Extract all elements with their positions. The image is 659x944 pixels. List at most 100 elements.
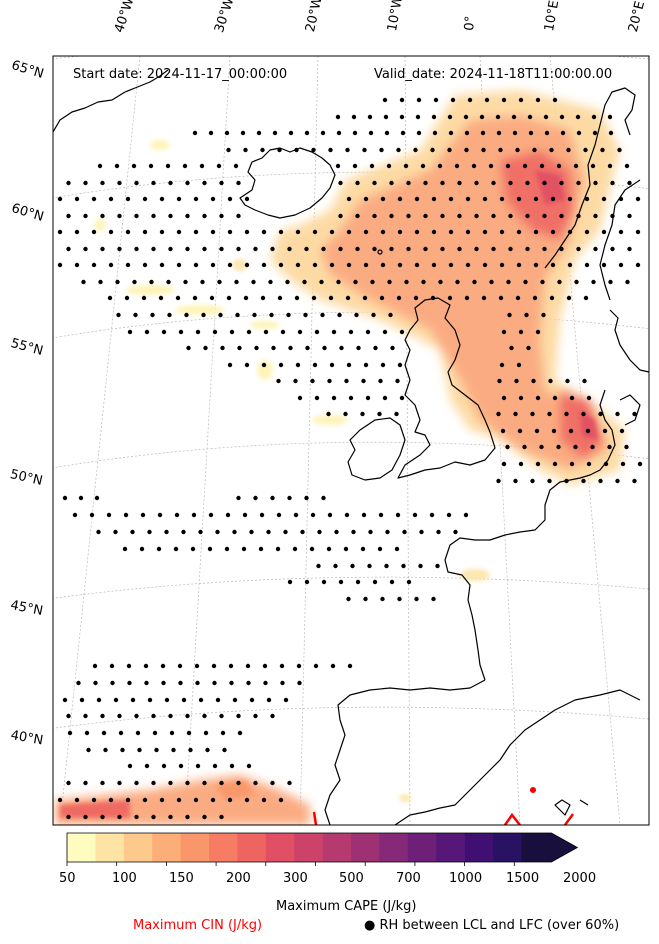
rh-dot bbox=[160, 663, 166, 669]
rh-dot bbox=[542, 246, 547, 252]
rh-dot bbox=[556, 444, 561, 450]
rh-dot bbox=[525, 246, 530, 252]
rh-dot bbox=[123, 512, 129, 518]
rh-dot bbox=[463, 114, 469, 120]
rh-dot bbox=[559, 246, 564, 252]
rh-dot bbox=[423, 246, 428, 252]
rh-dot bbox=[480, 130, 486, 136]
rh-dot bbox=[321, 495, 326, 501]
rh-dot bbox=[632, 478, 637, 484]
rh-dot bbox=[334, 529, 339, 535]
rh-dot bbox=[304, 246, 309, 252]
rh-dot bbox=[117, 213, 122, 219]
rh-dot bbox=[363, 596, 368, 602]
rh-dot bbox=[227, 362, 233, 368]
rh-dot bbox=[151, 180, 156, 186]
rh-dot bbox=[159, 196, 165, 202]
rh-dot bbox=[66, 713, 71, 719]
rh-dot bbox=[397, 229, 403, 235]
rh-dot bbox=[66, 246, 71, 252]
rh-dot bbox=[253, 246, 258, 252]
rh-dot bbox=[627, 213, 632, 219]
rh-dot bbox=[602, 428, 608, 434]
rh-dot bbox=[355, 213, 360, 219]
rh-dot bbox=[406, 180, 411, 186]
rh-dot bbox=[400, 130, 406, 136]
rh-dot bbox=[575, 114, 581, 120]
rh-dot bbox=[134, 780, 139, 786]
rh-dot bbox=[108, 797, 114, 803]
rh-dot bbox=[414, 596, 419, 602]
rh-dot bbox=[193, 229, 199, 235]
rh-dot bbox=[270, 246, 275, 252]
rh-dot bbox=[66, 814, 71, 820]
rh-dot bbox=[107, 295, 113, 301]
rh-dot bbox=[157, 512, 163, 518]
rh-dot bbox=[304, 495, 309, 501]
rh-dot bbox=[329, 362, 335, 368]
rh-dot bbox=[57, 196, 63, 202]
rh-dot bbox=[559, 114, 565, 120]
rh-dot bbox=[474, 246, 479, 252]
rh-dot bbox=[311, 295, 317, 301]
cbar-tick-2000: 2000 bbox=[563, 871, 597, 886]
rh-dot bbox=[130, 529, 135, 535]
rh-dot bbox=[390, 345, 395, 351]
lon-label-0: 0° bbox=[462, 15, 479, 32]
cbar-tick-50: 50 bbox=[59, 871, 76, 886]
rh-dot bbox=[151, 246, 156, 252]
rh-dot bbox=[403, 163, 409, 169]
rh-dot bbox=[564, 478, 569, 484]
rh-dot bbox=[147, 697, 153, 703]
map-frame bbox=[52, 55, 650, 826]
rh-dot bbox=[517, 428, 523, 434]
rh-dot bbox=[94, 495, 100, 501]
rh-dot bbox=[134, 246, 139, 252]
rh-dot bbox=[586, 461, 592, 467]
rh-dot bbox=[593, 213, 598, 219]
rh-dot bbox=[377, 411, 382, 417]
rh-dot bbox=[233, 163, 239, 169]
colorbar-segment bbox=[322, 833, 352, 862]
rh-dot bbox=[260, 147, 265, 153]
rh-dot bbox=[404, 279, 409, 285]
rh-dot bbox=[387, 279, 392, 285]
rh-dot bbox=[183, 279, 188, 285]
rh-dot bbox=[100, 814, 105, 820]
rh-dot bbox=[258, 546, 264, 552]
rh-dot bbox=[383, 114, 389, 120]
rh-dot bbox=[516, 262, 522, 268]
rh-dot bbox=[440, 180, 445, 186]
rh-dot bbox=[471, 163, 477, 169]
rh-dot bbox=[117, 246, 122, 252]
rh-dot bbox=[516, 229, 522, 235]
rh-dot bbox=[624, 444, 629, 450]
rh-dot bbox=[414, 229, 420, 235]
rh-dot bbox=[100, 213, 105, 219]
rh-dot bbox=[243, 295, 249, 301]
rh-dot bbox=[539, 163, 545, 169]
colorbar-segment bbox=[436, 833, 465, 862]
rh-dot bbox=[533, 196, 539, 202]
rh-dot bbox=[385, 529, 390, 535]
rh-dot bbox=[78, 495, 84, 501]
rh-dot bbox=[399, 97, 405, 103]
rh-dot bbox=[227, 797, 233, 803]
rh-dot bbox=[464, 130, 470, 136]
rh-dot bbox=[186, 730, 192, 736]
rh-dot bbox=[535, 329, 541, 335]
rh-dot bbox=[181, 697, 187, 703]
rh-dot bbox=[448, 262, 454, 268]
rh-dot bbox=[261, 229, 267, 235]
rh-dot bbox=[550, 229, 556, 235]
rh-dot bbox=[327, 512, 333, 518]
rh-dot bbox=[278, 262, 284, 268]
rh-dot bbox=[465, 229, 471, 235]
rh-dot bbox=[185, 713, 190, 719]
rh-dot bbox=[610, 180, 615, 186]
cbar-tick-200: 200 bbox=[226, 871, 251, 886]
rh-dot bbox=[618, 229, 624, 235]
rh-dot bbox=[100, 246, 105, 252]
rh-dot bbox=[304, 579, 310, 585]
rh-dot bbox=[618, 196, 624, 202]
